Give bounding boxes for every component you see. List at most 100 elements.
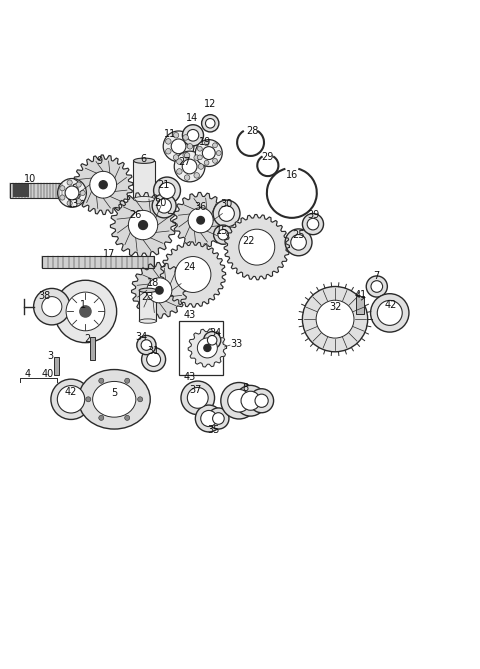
Circle shape <box>173 132 179 138</box>
Text: 15: 15 <box>216 226 228 236</box>
Circle shape <box>80 306 91 317</box>
Circle shape <box>194 173 200 178</box>
Circle shape <box>54 280 117 343</box>
Text: 9: 9 <box>97 156 103 166</box>
Text: 5: 5 <box>111 388 118 398</box>
Circle shape <box>195 405 222 432</box>
Circle shape <box>184 153 190 158</box>
Bar <box>90 337 95 361</box>
Text: 24: 24 <box>183 262 196 272</box>
Circle shape <box>197 147 202 151</box>
Circle shape <box>208 408 229 429</box>
Circle shape <box>76 182 81 187</box>
Text: 23: 23 <box>142 292 154 302</box>
Circle shape <box>218 229 228 240</box>
Circle shape <box>156 286 163 294</box>
Circle shape <box>147 278 172 303</box>
Circle shape <box>219 206 234 221</box>
Circle shape <box>307 218 319 230</box>
Circle shape <box>86 397 91 402</box>
Polygon shape <box>224 215 289 280</box>
Polygon shape <box>173 193 228 248</box>
Circle shape <box>58 179 86 207</box>
Circle shape <box>182 124 204 146</box>
Circle shape <box>57 385 85 413</box>
Circle shape <box>204 141 209 146</box>
Text: 28: 28 <box>246 126 258 136</box>
Circle shape <box>366 276 387 297</box>
Bar <box>13 184 29 197</box>
Circle shape <box>213 413 224 424</box>
Polygon shape <box>160 242 226 307</box>
Circle shape <box>187 130 199 141</box>
Text: 37: 37 <box>190 385 202 395</box>
Text: 41: 41 <box>355 290 367 300</box>
Text: 43: 43 <box>183 310 196 320</box>
Text: 18: 18 <box>146 278 159 288</box>
Circle shape <box>250 389 274 413</box>
Text: 36: 36 <box>194 202 207 212</box>
Circle shape <box>197 338 217 358</box>
Circle shape <box>138 397 143 402</box>
Text: 2: 2 <box>84 334 91 345</box>
Circle shape <box>99 181 107 189</box>
Circle shape <box>201 411 217 427</box>
Circle shape <box>42 296 62 316</box>
Ellipse shape <box>133 158 155 163</box>
Circle shape <box>163 131 194 162</box>
Circle shape <box>197 155 202 160</box>
Circle shape <box>302 286 368 352</box>
Bar <box>10 183 62 198</box>
Text: 4: 4 <box>25 369 31 379</box>
Circle shape <box>51 379 91 419</box>
Ellipse shape <box>133 197 155 202</box>
Circle shape <box>99 378 104 383</box>
Bar <box>133 161 155 199</box>
Circle shape <box>173 155 179 160</box>
Circle shape <box>76 199 81 204</box>
Circle shape <box>221 383 257 419</box>
Circle shape <box>291 235 306 250</box>
Text: 35: 35 <box>207 425 220 435</box>
Circle shape <box>154 177 180 204</box>
Circle shape <box>197 217 204 224</box>
Bar <box>356 296 364 314</box>
Circle shape <box>141 340 152 351</box>
Circle shape <box>202 114 219 132</box>
Circle shape <box>213 159 217 163</box>
Text: 7: 7 <box>373 271 380 281</box>
Circle shape <box>157 199 171 213</box>
Text: 21: 21 <box>157 180 169 190</box>
Text: 31: 31 <box>147 347 160 357</box>
Bar <box>54 357 59 375</box>
Bar <box>42 256 154 268</box>
Text: 34: 34 <box>209 328 221 338</box>
Circle shape <box>228 389 251 412</box>
Text: 43: 43 <box>183 372 196 382</box>
Text: 19: 19 <box>199 136 212 147</box>
Text: 14: 14 <box>186 112 198 122</box>
Circle shape <box>142 347 166 371</box>
Circle shape <box>99 415 104 420</box>
Circle shape <box>137 335 156 355</box>
Circle shape <box>187 144 192 149</box>
Circle shape <box>159 183 175 199</box>
Text: 33: 33 <box>230 339 242 349</box>
Circle shape <box>195 140 222 167</box>
Circle shape <box>183 153 189 158</box>
Circle shape <box>214 225 233 244</box>
Circle shape <box>285 229 312 256</box>
Text: 22: 22 <box>242 236 255 246</box>
Circle shape <box>203 147 215 159</box>
Text: 8: 8 <box>243 383 249 393</box>
Circle shape <box>175 256 211 292</box>
Text: 40: 40 <box>42 369 54 379</box>
Text: 39: 39 <box>307 211 319 221</box>
Circle shape <box>371 281 383 292</box>
Circle shape <box>60 195 65 200</box>
Circle shape <box>213 143 217 148</box>
Ellipse shape <box>78 369 150 429</box>
Text: 16: 16 <box>286 170 298 180</box>
Circle shape <box>166 149 171 154</box>
Circle shape <box>181 381 215 415</box>
